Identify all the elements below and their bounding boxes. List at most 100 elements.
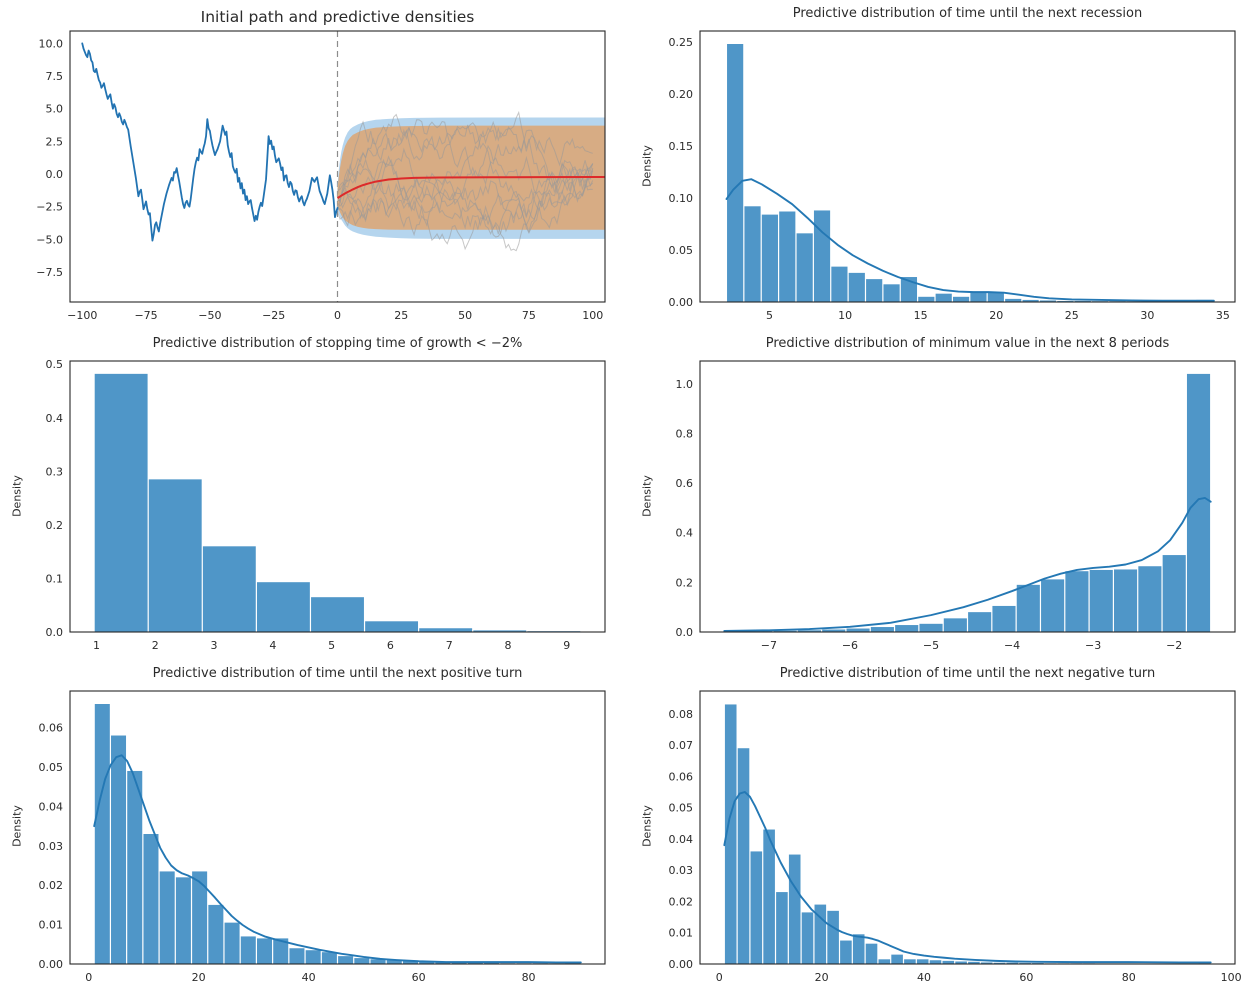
y-tick-label: 0.4 xyxy=(676,527,694,540)
histogram-bar xyxy=(870,627,894,632)
chart-title-minimum-value: Predictive distribution of minimum value… xyxy=(765,336,1170,351)
histogram-bar xyxy=(797,630,821,632)
axes-spine-box xyxy=(69,360,606,633)
y-tick-label: 0.08 xyxy=(669,708,694,721)
histogram-bar xyxy=(256,938,273,964)
axes-spine-box xyxy=(699,30,1236,303)
histogram-bar xyxy=(865,943,878,964)
histogram-bar xyxy=(175,877,191,964)
histogram-bar xyxy=(827,910,839,964)
histogram-bar xyxy=(419,628,473,632)
x-tick-label: 0 xyxy=(334,309,341,322)
histogram-bar xyxy=(111,735,127,964)
histogram-bar xyxy=(776,892,788,964)
histogram-bar xyxy=(148,479,202,632)
minimum-value-chart: −7 −6 −5 −4 −3 −2 0.0 0.2 0.4 0.6 0.8 1.0 xyxy=(676,360,1236,652)
histogram-bar xyxy=(952,296,970,302)
axes-spine-box xyxy=(699,690,1236,965)
sample-path xyxy=(337,163,594,252)
y-tick-label: 0.04 xyxy=(669,833,694,846)
histogram-bar xyxy=(814,904,827,964)
initial-path-line xyxy=(81,42,339,242)
y-axis-label-density: Density xyxy=(10,475,24,517)
histogram-bar xyxy=(919,623,943,632)
x-tick-label: −25 xyxy=(262,309,285,322)
subplot-positive-turn: 0 20 40 60 80 0.00 0.01 0.02 0.03 0.04 0.05 0.06 Pr… xyxy=(0,660,629,992)
y-tick-label: −5.0 xyxy=(36,233,63,246)
x-tick-label: 40 xyxy=(917,971,931,984)
y-tick-label: 0.06 xyxy=(669,770,694,783)
histogram-bar xyxy=(779,211,796,302)
histogram-bar xyxy=(895,625,919,632)
y-tick-label: 0.03 xyxy=(669,864,694,877)
plot-area xyxy=(94,373,581,632)
y-tick-label: 0.0 xyxy=(46,626,64,639)
histogram-bar xyxy=(1114,569,1138,632)
kde-line xyxy=(723,791,1212,964)
x-tick-label: 7 xyxy=(446,639,453,652)
x-tick-label: 60 xyxy=(412,971,426,984)
x-tick-label: 20 xyxy=(989,309,1003,322)
histogram-bar xyxy=(321,952,337,964)
histogram-bar xyxy=(159,871,175,964)
y-tick-label: 0.05 xyxy=(669,802,694,815)
histogram-bar xyxy=(94,704,110,964)
y-tick-label: 0.2 xyxy=(676,576,694,589)
histogram-bar xyxy=(968,612,992,632)
subplot-stopping-time: 1 2 3 4 5 6 7 8 9 0.0 0.1 0.2 0.3 0.4 0.5 Predictive d… xyxy=(0,330,629,660)
histogram-bar xyxy=(1006,962,1019,964)
x-tick-label: −2 xyxy=(1166,639,1182,652)
histogram-bar xyxy=(878,959,891,964)
histogram-bar xyxy=(354,958,370,964)
histogram-bar xyxy=(900,277,918,302)
x-tick-label: 20 xyxy=(192,971,206,984)
histogram-bar xyxy=(305,950,321,964)
y-tick-label: 1.0 xyxy=(676,378,694,391)
histogram-bar xyxy=(942,960,955,964)
histogram-bar xyxy=(727,44,744,302)
x-tick-label: 1 xyxy=(93,639,100,652)
histogram-bar xyxy=(256,582,310,632)
subplot-negative-turn: 0 20 40 60 80 100 0.00 0.01 0.02 0.03 0.04 0.05 0.06… xyxy=(630,660,1259,992)
histogram-bar xyxy=(987,292,1004,302)
y-tick-label: 0.0 xyxy=(46,168,64,181)
y-tick-label: 0.01 xyxy=(669,927,694,940)
plot-area xyxy=(723,704,1212,964)
histogram-bar xyxy=(801,912,814,964)
y-axis-label-density: Density xyxy=(640,145,654,187)
histogram-bar xyxy=(289,948,305,964)
y-tick-label: 0.10 xyxy=(669,192,694,205)
histogram-bar xyxy=(737,748,750,964)
histogram-bar xyxy=(473,630,527,632)
histogram-bar xyxy=(891,954,903,964)
histogram-bar xyxy=(848,272,865,302)
y-tick-label: 0.0 xyxy=(676,626,694,639)
histogram-bar xyxy=(451,962,467,964)
plot-area xyxy=(725,44,1215,302)
histogram-bar xyxy=(435,962,451,964)
x-tick-label: 40 xyxy=(302,971,316,984)
histogram-bar xyxy=(866,279,883,302)
histogram-bar xyxy=(904,959,916,964)
y-tick-label: 0.4 xyxy=(46,412,64,425)
x-tick-label: −50 xyxy=(198,309,221,322)
x-tick-label: 25 xyxy=(394,309,408,322)
next-recession-chart: 5 10 15 20 25 30 35 0.00 0.05 0.10 0.15 0.20 0.25 xyxy=(669,30,1236,322)
y-tick-label: 0.6 xyxy=(676,477,694,490)
histogram-bar xyxy=(311,597,364,632)
axes-spine-box xyxy=(699,360,1236,633)
histogram-bar xyxy=(883,284,900,302)
negative-turn-chart: 0 20 40 60 80 100 0.00 0.01 0.02 0.03 0.04 0.05 0.06… xyxy=(669,690,1242,984)
histogram-bar xyxy=(846,628,870,632)
y-tick-label: 0.8 xyxy=(676,427,694,440)
histogram-bar xyxy=(724,704,737,964)
y-tick-label: 0.02 xyxy=(39,879,64,892)
histogram-bar xyxy=(1022,299,1039,302)
x-tick-label: 100 xyxy=(582,309,603,322)
y-tick-label: 10.0 xyxy=(39,37,64,50)
y-tick-label: 0.20 xyxy=(669,88,694,101)
histogram-bar xyxy=(822,629,846,632)
y-axis-label-density: Density xyxy=(640,805,654,847)
y-tick-label: 5.0 xyxy=(46,103,64,116)
